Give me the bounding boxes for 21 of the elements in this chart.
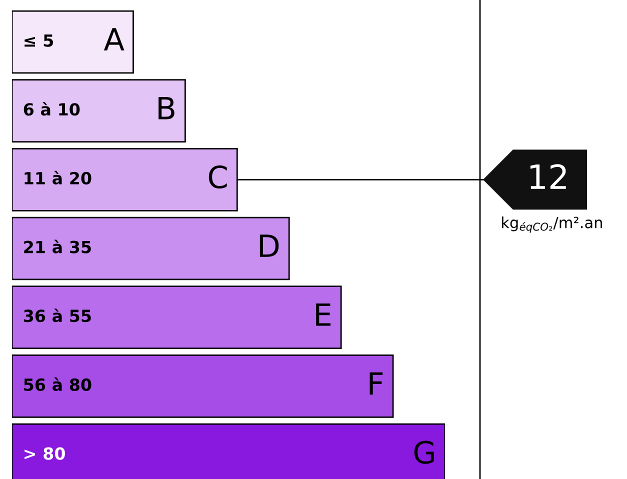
annotation: 11 à 20 xyxy=(24,170,92,185)
annotation: 56 à 80 xyxy=(24,377,92,392)
bar xyxy=(12,10,134,74)
y-tick-label: B xyxy=(158,96,174,120)
y-tick-label: G xyxy=(414,440,434,464)
annotation: 36 à 55 xyxy=(24,308,91,322)
annotation: 6 à 10 xyxy=(24,102,80,116)
text: kg$_{éqCO₂}$/m².an xyxy=(502,216,602,233)
y-tick-label: A xyxy=(104,28,124,50)
y-tick-label: E xyxy=(316,303,330,326)
bar xyxy=(12,79,186,143)
annotation: > 80 xyxy=(24,447,65,460)
bar xyxy=(12,286,342,350)
bar xyxy=(12,354,394,418)
y-tick-label: F xyxy=(370,372,383,395)
bar xyxy=(12,216,290,280)
annotation: ≤ 5 xyxy=(24,34,54,47)
ref-line-label: 12 xyxy=(530,164,566,189)
annotation: 21 à 35 xyxy=(24,240,91,254)
y-tick-label: D xyxy=(260,234,279,257)
y-tick-label: C xyxy=(208,165,227,189)
